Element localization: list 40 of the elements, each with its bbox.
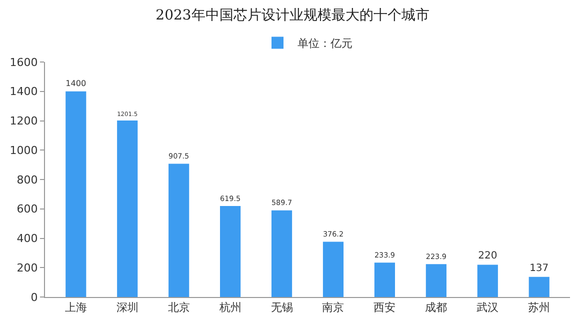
x-tick-label: 无锡 bbox=[270, 301, 293, 314]
x-tick-label: 西安 bbox=[374, 301, 396, 314]
y-tick-label: 1400 bbox=[10, 85, 38, 98]
y-tick-label: 600 bbox=[16, 202, 38, 216]
y-tick-label: 200 bbox=[16, 261, 38, 274]
data-label: 233.9 bbox=[374, 250, 396, 260]
x-tick-label: 南京 bbox=[322, 301, 344, 314]
x-tick-label: 上海 bbox=[64, 301, 87, 314]
bar bbox=[220, 206, 241, 297]
x-tick-label: 深圳 bbox=[116, 301, 138, 314]
x-tick-label: 北京 bbox=[168, 301, 190, 314]
bar bbox=[117, 120, 138, 297]
y-tick-label: 1000 bbox=[10, 144, 38, 157]
y-tick-label: 1600 bbox=[10, 56, 38, 69]
x-tick-label: 杭州 bbox=[218, 301, 242, 314]
data-label: 220 bbox=[478, 250, 498, 262]
bar bbox=[477, 264, 498, 297]
bar bbox=[66, 91, 86, 297]
bar bbox=[168, 164, 190, 297]
y-tick-label: 800 bbox=[16, 173, 38, 186]
y-tick-label: 1200 bbox=[10, 114, 38, 128]
bar bbox=[322, 242, 344, 297]
data-label: 223.9 bbox=[426, 252, 447, 261]
bar bbox=[271, 210, 292, 297]
legend-label: 单位：亿元 bbox=[298, 37, 352, 50]
data-label: 907.5 bbox=[168, 152, 190, 161]
bar bbox=[426, 264, 446, 297]
y-tick-label: 400 bbox=[16, 232, 38, 246]
data-label: 1400 bbox=[66, 78, 86, 88]
bar bbox=[528, 276, 550, 297]
data-label: 137 bbox=[530, 262, 549, 274]
y-tick-label: 0 bbox=[30, 290, 38, 304]
data-label: 589.7 bbox=[271, 198, 292, 208]
x-tick-label: 苏州 bbox=[528, 301, 550, 314]
chart-title: 2023年中国芯片设计业规模最大的十个城市 bbox=[156, 8, 430, 24]
x-tick-label: 成都 bbox=[425, 301, 448, 314]
x-tick-label: 武汉 bbox=[476, 301, 499, 314]
data-label: 376.2 bbox=[322, 230, 344, 239]
bar bbox=[374, 262, 395, 297]
data-label: 619.5 bbox=[220, 194, 241, 203]
